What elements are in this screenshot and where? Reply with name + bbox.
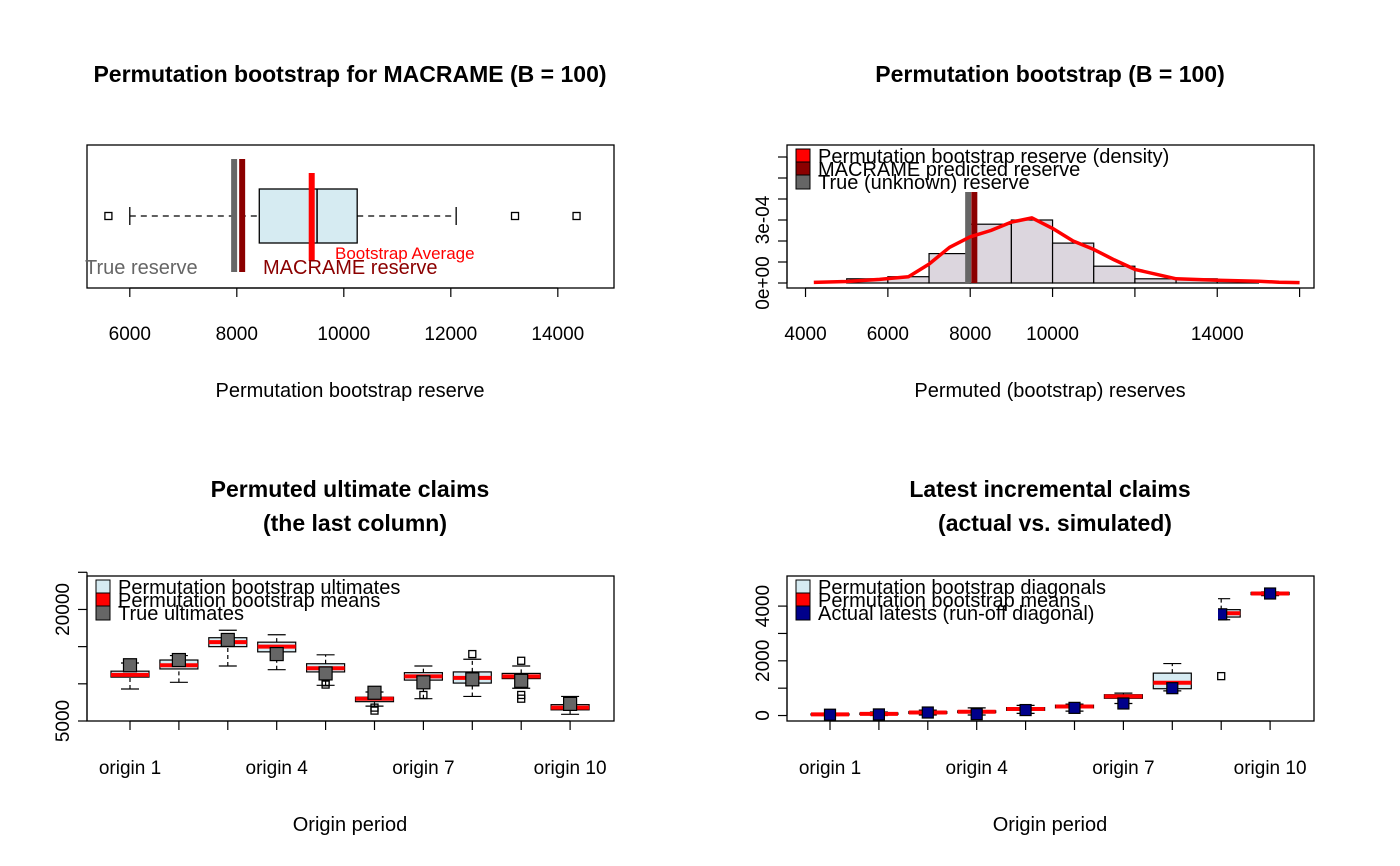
actual-point	[1117, 697, 1130, 710]
panel-ultimates: Permuted ultimate claims (the last colum…	[53, 476, 615, 836]
panel2-xlabel: Permuted (bootstrap) reserves	[914, 380, 1185, 402]
outlier-point	[321, 680, 330, 689]
x-tick-label: origin 1	[799, 758, 861, 779]
legend-swatch	[95, 592, 111, 608]
actual-point	[367, 685, 382, 700]
panel2-title: Permutation bootstrap (B = 100)	[875, 61, 1225, 87]
panel4-title-line1: Latest incremental claims	[909, 476, 1190, 502]
legend-swatch	[95, 605, 111, 621]
actual-point	[1166, 682, 1179, 695]
true-reserve-label: True reserve	[85, 257, 198, 279]
panel3-title-line2: (the last column)	[263, 510, 447, 536]
x-tick-label: 10000	[1026, 324, 1079, 345]
legend-label: Permutation bootstrap means	[118, 590, 380, 612]
actual-point	[1019, 703, 1032, 717]
legend-label: Permutation bootstrap ultimates	[118, 577, 400, 599]
panel3-title-line1: Permuted ultimate claims	[211, 476, 490, 502]
x-tick-label: origin 7	[1092, 758, 1154, 779]
actual-point	[514, 673, 529, 688]
panel-macrame-boxplot: Permutation bootstrap for MACRAME (B = 1…	[85, 61, 615, 402]
density-curve	[813, 216, 1300, 285]
panel3-xlabel: Origin period	[293, 814, 408, 836]
actual-point	[872, 708, 886, 721]
actual-point	[269, 646, 284, 662]
legend-background	[88, 577, 508, 621]
y-tick-label: 4000	[753, 585, 774, 627]
y-tick-label: 20000	[53, 583, 74, 636]
panel-histogram: Permutation bootstrap (B = 100) 4000 6000…	[753, 61, 1315, 402]
histogram-bar	[1051, 242, 1095, 284]
panel-latest-incremental: Latest incremental claims (actual vs. si…	[753, 476, 1315, 836]
panel1-xlabel: Permutation bootstrap reserve	[215, 380, 484, 402]
x-tick-label: 4000	[784, 324, 826, 345]
histogram-bar	[1010, 219, 1054, 284]
y-tick-label: 2000	[753, 640, 774, 682]
panel4-xlabel: Origin period	[993, 814, 1108, 836]
x-tick-label: origin 7	[392, 758, 454, 779]
x-tick-label: 6000	[867, 324, 909, 345]
outlier-point	[517, 694, 526, 703]
legend-label: True (unknown) reserve	[818, 172, 1030, 194]
legend-swatch	[795, 592, 811, 608]
actual-point	[465, 672, 480, 687]
actual-point	[416, 675, 431, 690]
legend-background	[788, 577, 1218, 621]
actual-point	[1263, 587, 1277, 600]
x-tick-label: origin 4	[246, 758, 309, 779]
outlier-point	[104, 211, 113, 221]
actual-point	[122, 658, 138, 673]
bootstrap-average-label: Bootstrap Average	[335, 244, 475, 263]
legend-label: Actual latests (run-off diagonal)	[818, 603, 1094, 625]
legend-label: MACRAME predicted reserve	[818, 159, 1080, 181]
x-tick-label: 8000	[949, 324, 991, 345]
y-tick-label: 0	[753, 710, 774, 721]
macrame-reserve-label: MACRAME reserve	[263, 257, 437, 279]
y-tick-label: 5000	[53, 700, 74, 742]
legend-swatch	[95, 579, 111, 595]
legend-background	[788, 146, 1308, 192]
panel4-title-line2: (actual vs. simulated)	[938, 510, 1172, 536]
histogram-bar	[1134, 278, 1177, 284]
outlier-point	[468, 649, 477, 659]
x-tick-label: 14000	[531, 324, 584, 345]
iqr-box	[258, 188, 358, 244]
x-tick-label: 10000	[317, 324, 370, 345]
actual-point	[970, 708, 983, 721]
outlier-point	[419, 690, 428, 700]
actual-point	[318, 666, 333, 681]
panel1-title: Permutation bootstrap for MACRAME (B = 1…	[93, 61, 606, 87]
y-tick-label: 0e+00	[753, 256, 774, 309]
outlier-point	[1217, 671, 1226, 681]
legend-swatch	[795, 579, 811, 595]
legend-swatch	[795, 174, 811, 190]
legend-label: Permutation bootstrap means	[818, 590, 1080, 612]
actual-point	[562, 696, 578, 711]
outlier-point	[517, 656, 526, 665]
legend-label: True ultimates	[118, 603, 244, 625]
x-tick-label: 14000	[1191, 324, 1244, 345]
actual-point	[1068, 701, 1081, 714]
legend-swatch	[795, 605, 811, 621]
x-tick-label: 12000	[424, 324, 477, 345]
actual-point	[220, 632, 235, 648]
x-tick-label: origin 4	[946, 758, 1009, 779]
legend-label: Permutation bootstrap reserve (density)	[818, 146, 1169, 168]
outlier-point	[572, 211, 581, 221]
legend-swatch	[795, 161, 811, 177]
outlier-point	[370, 706, 379, 715]
actual-point	[921, 706, 934, 719]
x-tick-label: 6000	[109, 324, 151, 345]
x-tick-label: origin 1	[99, 758, 161, 779]
legend-label: Permutation bootstrap diagonals	[818, 577, 1106, 599]
x-tick-label: origin 10	[534, 758, 607, 779]
actual-point	[823, 708, 837, 721]
actual-point	[171, 652, 186, 668]
legend-swatch	[795, 148, 811, 164]
y-tick-label: 3e-04	[753, 195, 774, 244]
x-tick-label: 8000	[216, 324, 258, 345]
x-tick-label: origin 10	[1234, 758, 1307, 779]
outlier-point	[510, 211, 520, 221]
histogram-bar	[1093, 265, 1136, 284]
